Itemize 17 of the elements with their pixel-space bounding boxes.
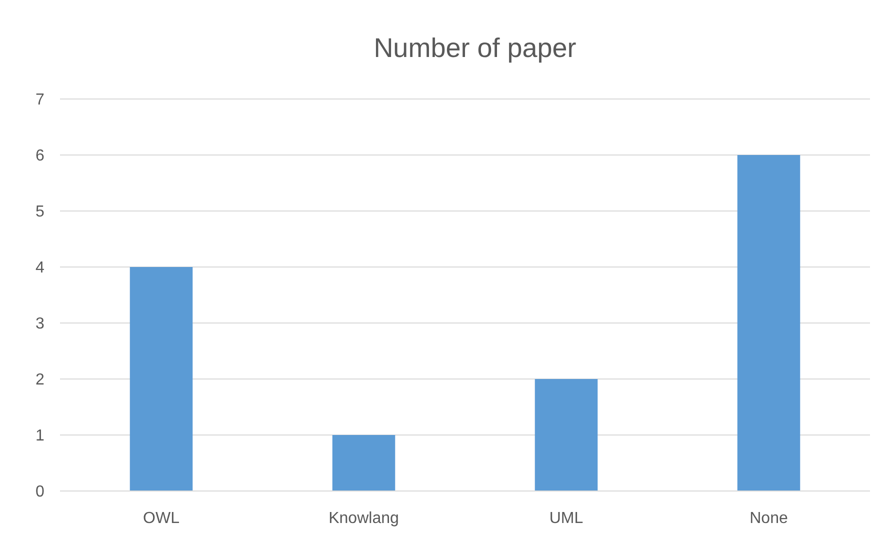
chart-title: Number of paper [374, 33, 576, 63]
x-tick-label: Knowlang [328, 510, 399, 527]
y-tick-label: 2 [36, 372, 45, 389]
bar [534, 379, 598, 491]
y-tick-label: 3 [36, 316, 45, 333]
x-tick-label: None [750, 510, 788, 527]
y-tick-label: 1 [36, 428, 45, 445]
bar [130, 267, 193, 491]
x-tick-label: UML [549, 510, 584, 527]
y-tick-label: 5 [36, 204, 45, 221]
y-tick-label: 4 [36, 260, 45, 277]
y-tick-label: 7 [36, 92, 45, 109]
bar [332, 435, 396, 491]
x-tick-label: OWL [143, 510, 180, 527]
bar [737, 155, 800, 491]
y-tick-label: 0 [36, 484, 45, 501]
y-tick-label: 6 [36, 148, 45, 165]
